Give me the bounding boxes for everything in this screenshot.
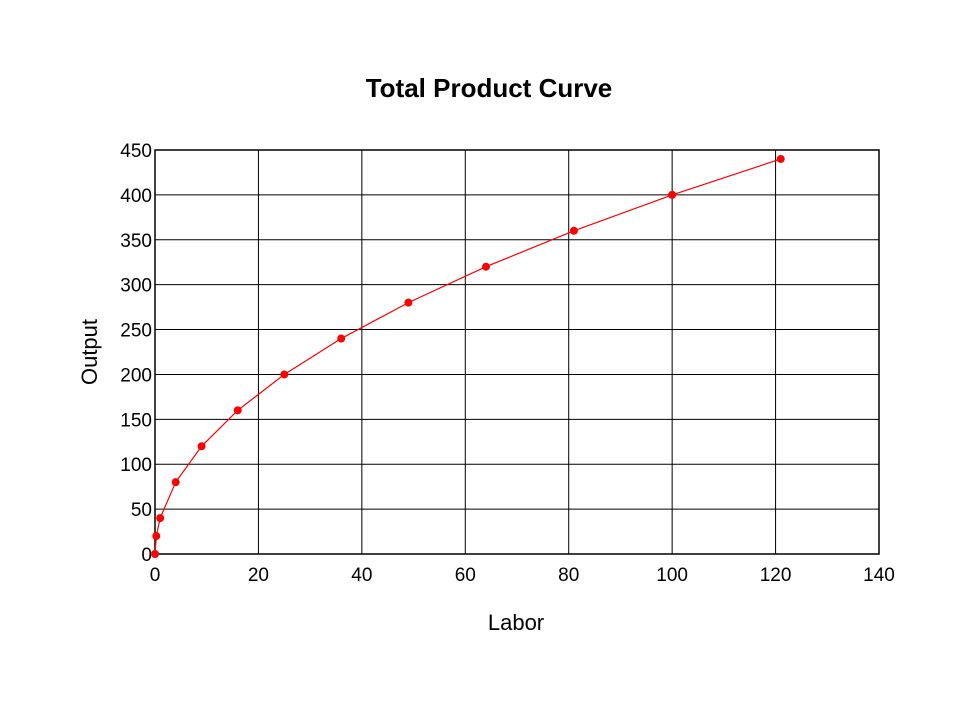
data-point — [481, 262, 490, 271]
y-tick-label: 50 — [131, 500, 152, 521]
data-point — [171, 478, 180, 487]
y-axis-label: Output — [77, 319, 102, 385]
data-point — [197, 442, 206, 451]
data-point — [151, 550, 159, 558]
chart-title: Total Product Curve — [366, 73, 613, 103]
x-tick-label: 20 — [248, 565, 269, 586]
x-tick-label: 60 — [455, 565, 476, 586]
y-tick-label: 150 — [120, 410, 152, 431]
y-tick-label: 350 — [120, 231, 152, 252]
x-tick-label: 0 — [150, 565, 161, 586]
x-tick-label: 140 — [863, 565, 895, 586]
x-tick-label: 80 — [558, 565, 579, 586]
x-tick-label: 120 — [760, 565, 792, 586]
y-tick-label: 450 — [120, 141, 152, 162]
grid-lines — [154, 149, 880, 555]
data-point — [152, 532, 161, 541]
data-point — [233, 406, 242, 415]
y-tick-label: 100 — [120, 455, 152, 476]
x-axis-label: Labor — [488, 610, 544, 635]
x-tick-label: 40 — [351, 565, 372, 586]
y-tick-label: 300 — [120, 276, 152, 297]
data-point — [569, 226, 578, 235]
y-tick-label: 400 — [120, 186, 152, 207]
data-point — [776, 154, 785, 163]
data-point — [280, 370, 289, 379]
data-point — [404, 298, 413, 307]
y-axis-tick-labels: 0 50 100 150 200 250 300 350 400 450 — [120, 141, 152, 566]
data-point — [668, 190, 677, 199]
plot-frame — [154, 149, 880, 555]
data-point — [337, 334, 346, 343]
y-tick-label: 200 — [120, 365, 152, 386]
y-tick-label: 0 — [141, 545, 152, 566]
x-axis-tick-labels: 0 20 40 60 80 100 120 140 — [150, 565, 895, 586]
series-line — [154, 158, 781, 555]
y-tick-label: 250 — [120, 321, 152, 342]
data-points — [151, 154, 785, 558]
x-tick-label: 100 — [656, 565, 688, 586]
data-point — [156, 514, 165, 523]
